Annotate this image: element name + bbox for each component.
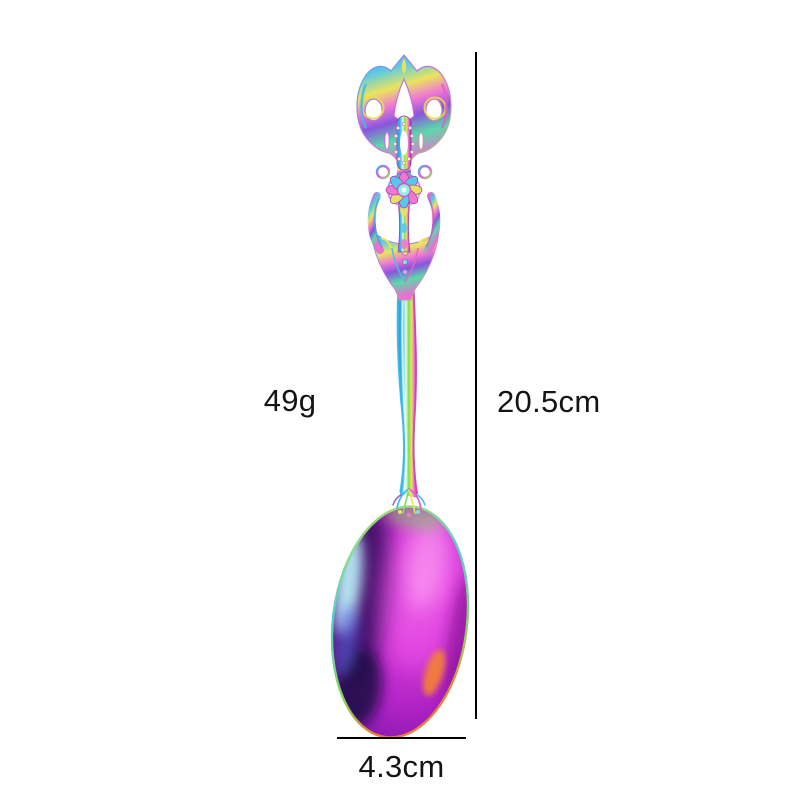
length-label: 20.5cm	[497, 384, 601, 419]
width-label: 4.3cm	[358, 749, 445, 784]
weight-label: 49g	[263, 383, 317, 418]
width-measure-line	[337, 737, 466, 739]
spoon-handle-medallion	[375, 164, 433, 209]
spoon-neck-palmette	[392, 488, 426, 517]
spoon-handle-openwork	[367, 192, 441, 254]
spoon-handle-finial	[356, 54, 452, 171]
spoon-handle-lower	[370, 228, 440, 301]
spoon-stem	[396, 282, 418, 498]
length-measure-line	[475, 52, 477, 719]
spoon-bowl	[325, 504, 474, 739]
